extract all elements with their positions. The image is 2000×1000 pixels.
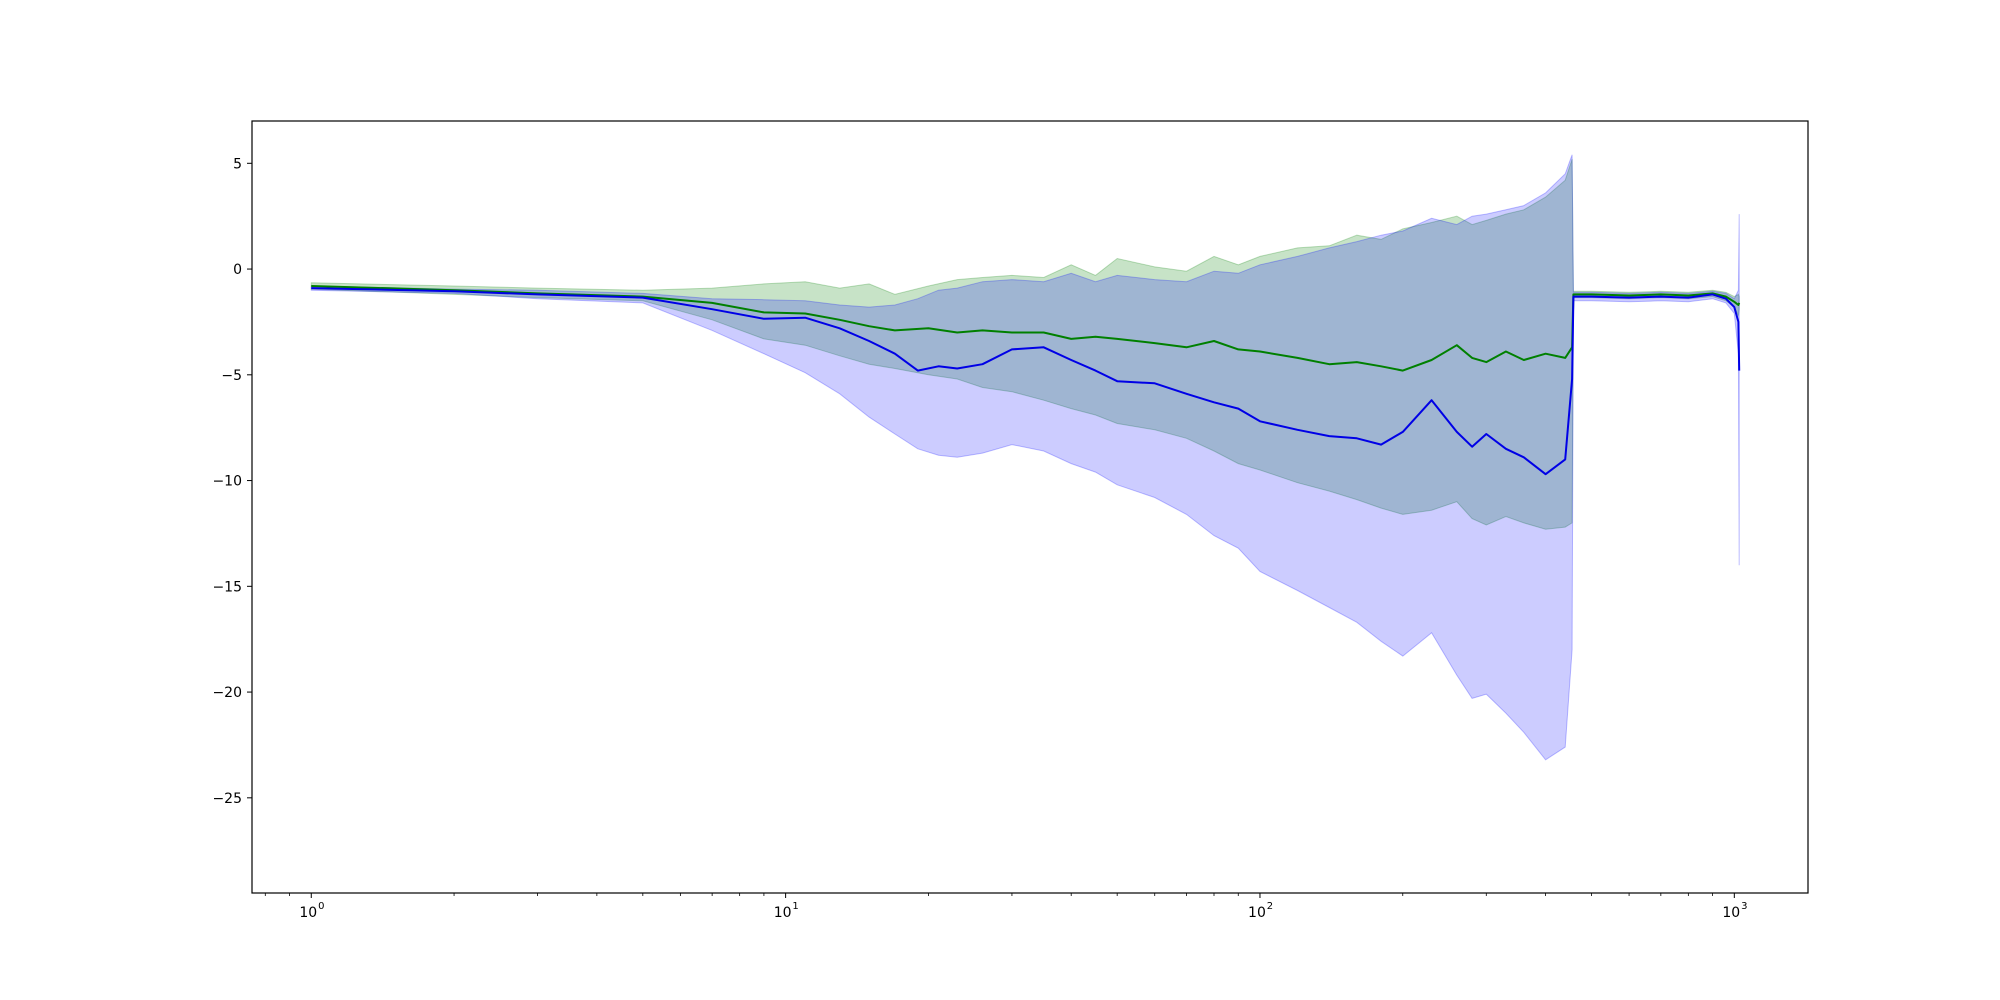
x-tick-label: 10 [1722, 905, 1740, 921]
series-2-band [310, 154, 1740, 761]
lines-layer [311, 285, 1741, 476]
y-tick-label: −5 [221, 368, 242, 384]
x-tick-label: 10 [774, 905, 792, 921]
y-tick-label: −10 [212, 474, 242, 490]
plot-frame [251, 120, 1809, 894]
x-tick-exponent: 2 [1267, 901, 1273, 912]
y-tick-label: −20 [212, 685, 242, 701]
x-tick-exponent: 1 [792, 901, 798, 912]
x-tick-exponent: 3 [1741, 901, 1747, 912]
bands-layer [310, 154, 1740, 761]
x-tick-label: 10 [299, 905, 317, 921]
y-tick-label: −25 [212, 791, 242, 807]
y-tick-label: 0 [233, 262, 242, 278]
series-1-line [311, 285, 1741, 372]
y-tick-label: 5 [233, 156, 242, 172]
x-tick-exponent: 0 [318, 901, 324, 912]
series-2-line [311, 287, 1741, 476]
x-tick-label: 10 [1248, 905, 1266, 921]
series-1-band [310, 158, 1740, 530]
y-tick-label: −15 [212, 579, 242, 595]
